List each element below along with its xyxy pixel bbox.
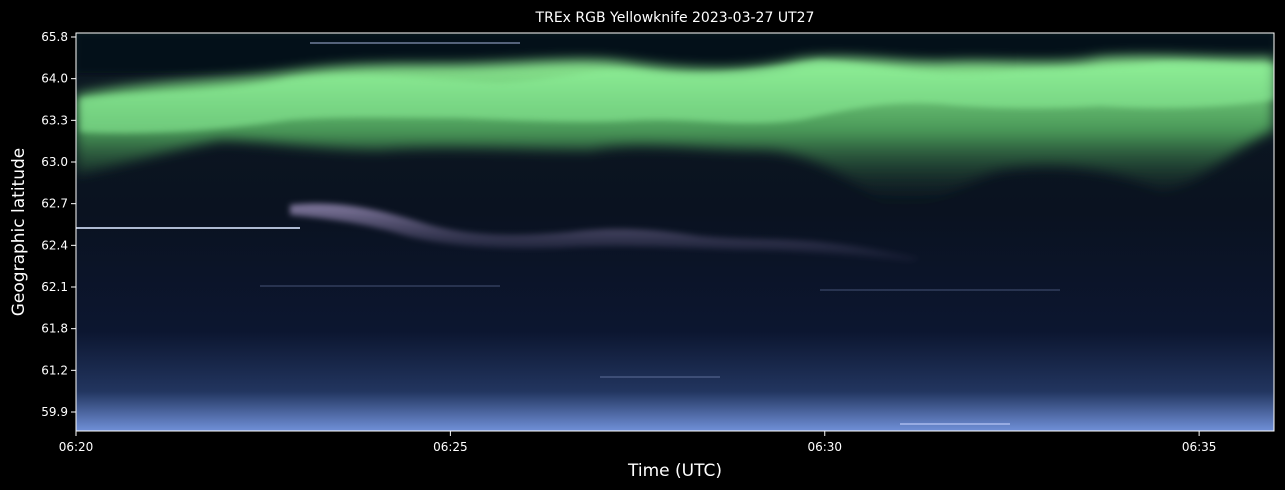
- x-tick-label: 06:30: [807, 440, 842, 454]
- y-tick-label: 62.7: [41, 197, 68, 211]
- y-tick-label: 63.0: [41, 155, 68, 169]
- plot-frame: [75, 32, 1275, 432]
- chart-title: TREx RGB Yellowknife 2023-03-27 UT27: [535, 10, 815, 26]
- y-tick-label: 65.8: [41, 30, 68, 44]
- y-axis-label: Geographic latitude: [9, 148, 29, 317]
- y-tick-label: 59.9: [41, 405, 68, 419]
- y-tick-label: 62.1: [41, 280, 68, 294]
- x-axis-label: Time (UTC): [627, 461, 722, 481]
- y-tick-label: 61.8: [41, 322, 68, 336]
- green-aurora-core: [80, 60, 1274, 134]
- violet-aurora-arc: [290, 203, 920, 262]
- y-tick-label: 61.2: [41, 363, 68, 377]
- x-axis-ticks: 06:20 06:25 06:30 06:35: [59, 431, 1217, 454]
- x-tick-label: 06:35: [1182, 440, 1217, 454]
- y-tick-label: 62.4: [41, 238, 68, 252]
- x-tick-label: 06:25: [433, 440, 468, 454]
- y-tick-label: 63.3: [41, 113, 68, 127]
- y-axis-ticks: 65.8 64.0 63.3 63.0 62.7 62.4 62.1 61.8 61.2 59.9: [41, 30, 76, 419]
- keogram-image: [76, 33, 1274, 431]
- x-tick-label: 06:20: [59, 440, 94, 454]
- y-tick-label: 64.0: [41, 72, 68, 86]
